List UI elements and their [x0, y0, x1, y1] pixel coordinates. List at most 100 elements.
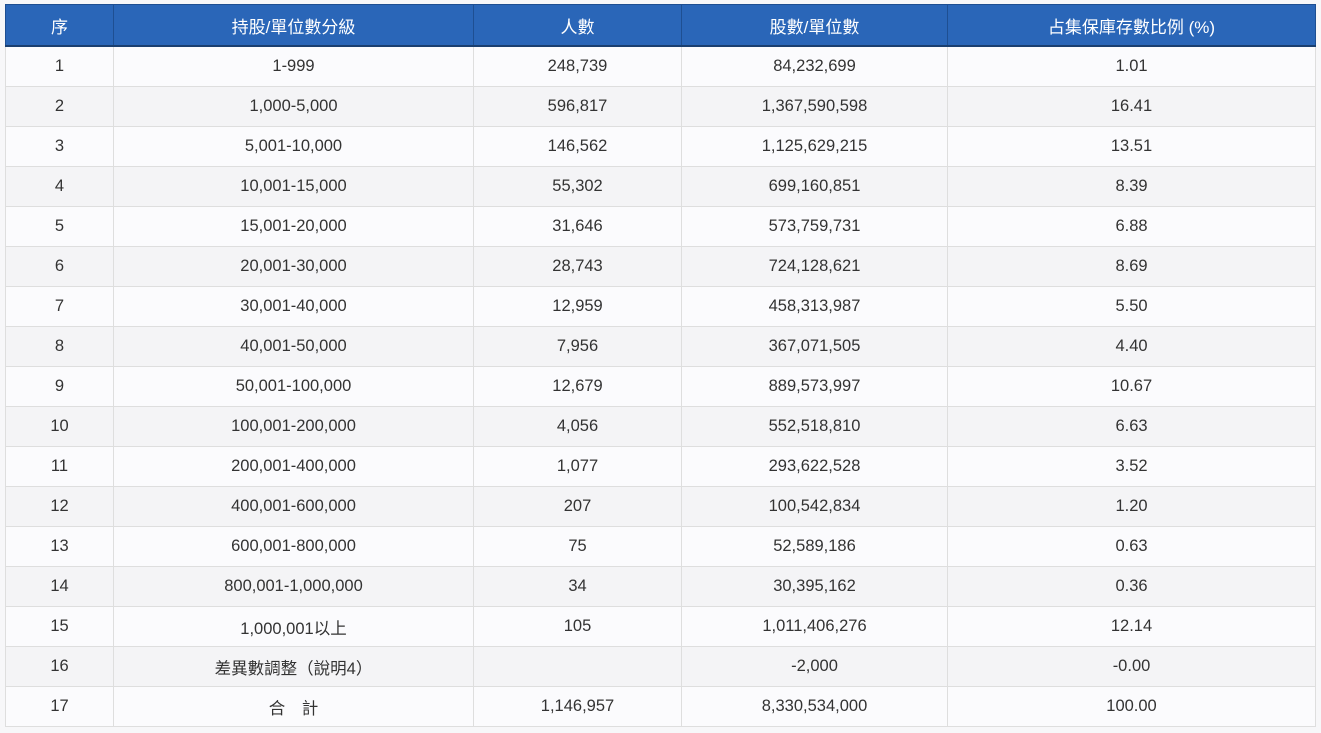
header-level: 持股/單位數分級 — [113, 4, 474, 47]
row-holders: 146,562 — [473, 126, 682, 167]
table-row: 2 1,000-5,000 596,817 1,367,590,598 16.41 — [5, 86, 1316, 127]
row-index: 15 — [5, 606, 114, 647]
row-percentage: 13.51 — [947, 126, 1316, 167]
table-row: 4 10,001-15,000 55,302 699,160,851 8.39 — [5, 166, 1316, 207]
row-shares: 293,622,528 — [681, 446, 948, 487]
table-row: 10 100,001-200,000 4,056 552,518,810 6.63 — [5, 406, 1316, 447]
row-index: 3 — [5, 126, 114, 167]
row-index: 6 — [5, 246, 114, 287]
row-level: 40,001-50,000 — [113, 326, 474, 367]
row-shares: 458,313,987 — [681, 286, 948, 327]
row-shares: 724,128,621 — [681, 246, 948, 287]
row-percentage: 4.40 — [947, 326, 1316, 367]
table-row: 7 30,001-40,000 12,959 458,313,987 5.50 — [5, 286, 1316, 327]
row-percentage: 10.67 — [947, 366, 1316, 407]
row-index: 17 — [5, 686, 114, 727]
table-row: 11 200,001-400,000 1,077 293,622,528 3.52 — [5, 446, 1316, 487]
row-level: 600,001-800,000 — [113, 526, 474, 567]
row-percentage: 6.63 — [947, 406, 1316, 447]
row-shares: 552,518,810 — [681, 406, 948, 447]
row-index: 5 — [5, 206, 114, 247]
row-percentage: 0.36 — [947, 566, 1316, 607]
row-shares: 1,367,590,598 — [681, 86, 948, 127]
row-percentage: 1.20 — [947, 486, 1316, 527]
row-level: 50,001-100,000 — [113, 366, 474, 407]
table-row: 13 600,001-800,000 75 52,589,186 0.63 — [5, 526, 1316, 567]
table-row: 1 1-999 248,739 84,232,699 1.01 — [5, 45, 1316, 87]
shareholding-distribution-table: 序 持股/單位數分級 人數 股數/單位數 占集保庫存數比例 (%) 1 1-999… — [5, 4, 1316, 727]
header-percentage: 占集保庫存數比例 (%) — [947, 4, 1316, 47]
table-row: 14 800,001-1,000,000 34 30,395,162 0.36 — [5, 566, 1316, 607]
row-percentage: 16.41 — [947, 86, 1316, 127]
row-shares: 52,589,186 — [681, 526, 948, 567]
row-level: 100,001-200,000 — [113, 406, 474, 447]
row-percentage: -0.00 — [947, 646, 1316, 687]
row-index: 7 — [5, 286, 114, 327]
row-holders: 4,056 — [473, 406, 682, 447]
row-percentage: 12.14 — [947, 606, 1316, 647]
row-shares: 1,011,406,276 — [681, 606, 948, 647]
row-level: 5,001-10,000 — [113, 126, 474, 167]
row-index: 8 — [5, 326, 114, 367]
row-shares: 573,759,731 — [681, 206, 948, 247]
header-shares: 股數/單位數 — [681, 4, 948, 47]
row-level: 10,001-15,000 — [113, 166, 474, 207]
row-shares: 30,395,162 — [681, 566, 948, 607]
row-index: 13 — [5, 526, 114, 567]
table-row: 15 1,000,001以上 105 1,011,406,276 12.14 — [5, 606, 1316, 647]
row-percentage: 8.69 — [947, 246, 1316, 287]
table-header-row: 序 持股/單位數分級 人數 股數/單位數 占集保庫存數比例 (%) — [5, 4, 1316, 47]
row-holders: 207 — [473, 486, 682, 527]
table-row: 3 5,001-10,000 146,562 1,125,629,215 13.51 — [5, 126, 1316, 167]
table-row: 16 差異數調整（說明4） -2,000 -0.00 — [5, 646, 1316, 687]
row-holders: 12,959 — [473, 286, 682, 327]
row-level: 20,001-30,000 — [113, 246, 474, 287]
row-percentage: 100.00 — [947, 686, 1316, 727]
row-index: 12 — [5, 486, 114, 527]
row-index: 2 — [5, 86, 114, 127]
row-index: 1 — [5, 45, 114, 87]
row-holders: 12,679 — [473, 366, 682, 407]
row-shares: 889,573,997 — [681, 366, 948, 407]
row-holders: 75 — [473, 526, 682, 567]
row-percentage: 0.63 — [947, 526, 1316, 567]
row-shares: -2,000 — [681, 646, 948, 687]
row-level: 合 計 — [113, 686, 474, 727]
row-index: 4 — [5, 166, 114, 207]
row-level: 30,001-40,000 — [113, 286, 474, 327]
row-holders: 248,739 — [473, 45, 682, 87]
row-level: 差異數調整（說明4） — [113, 646, 474, 687]
row-index: 10 — [5, 406, 114, 447]
row-index: 16 — [5, 646, 114, 687]
row-percentage: 1.01 — [947, 45, 1316, 87]
table-row: 8 40,001-50,000 7,956 367,071,505 4.40 — [5, 326, 1316, 367]
row-level: 200,001-400,000 — [113, 446, 474, 487]
row-index: 9 — [5, 366, 114, 407]
row-shares: 1,125,629,215 — [681, 126, 948, 167]
row-level: 15,001-20,000 — [113, 206, 474, 247]
row-level: 400,001-600,000 — [113, 486, 474, 527]
row-shares: 84,232,699 — [681, 45, 948, 87]
row-holders: 1,146,957 — [473, 686, 682, 727]
row-holders: 31,646 — [473, 206, 682, 247]
header-index: 序 — [5, 4, 114, 47]
table-row: 6 20,001-30,000 28,743 724,128,621 8.69 — [5, 246, 1316, 287]
row-percentage: 3.52 — [947, 446, 1316, 487]
row-shares: 100,542,834 — [681, 486, 948, 527]
row-level: 1-999 — [113, 45, 474, 87]
table-row: 12 400,001-600,000 207 100,542,834 1.20 — [5, 486, 1316, 527]
row-holders: 34 — [473, 566, 682, 607]
row-shares: 699,160,851 — [681, 166, 948, 207]
table-row: 5 15,001-20,000 31,646 573,759,731 6.88 — [5, 206, 1316, 247]
row-index: 14 — [5, 566, 114, 607]
row-holders: 55,302 — [473, 166, 682, 207]
header-holders: 人數 — [473, 4, 682, 47]
row-level: 800,001-1,000,000 — [113, 566, 474, 607]
row-percentage: 5.50 — [947, 286, 1316, 327]
row-holders: 28,743 — [473, 246, 682, 287]
row-holders — [473, 646, 682, 687]
table-row: 9 50,001-100,000 12,679 889,573,997 10.67 — [5, 366, 1316, 407]
row-shares: 8,330,534,000 — [681, 686, 948, 727]
row-holders: 7,956 — [473, 326, 682, 367]
row-holders: 1,077 — [473, 446, 682, 487]
